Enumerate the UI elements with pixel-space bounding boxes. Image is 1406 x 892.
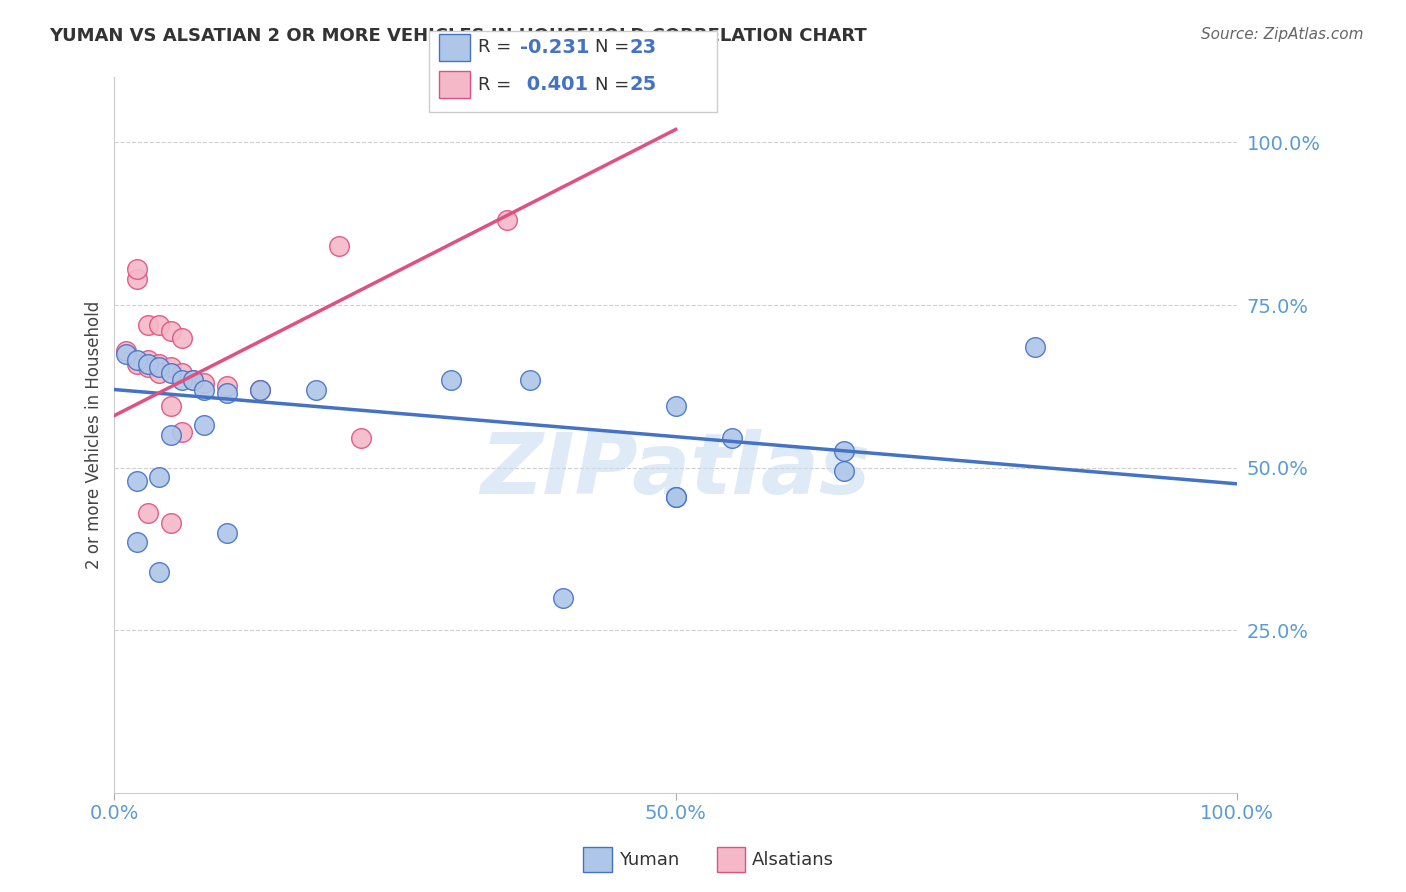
Point — [1024, 340, 1046, 354]
Point — [215, 525, 238, 540]
Point — [159, 399, 181, 413]
Text: R =: R = — [478, 38, 517, 56]
Point — [170, 425, 193, 439]
Point — [148, 318, 170, 332]
Point — [181, 373, 204, 387]
Point — [148, 359, 170, 374]
Point — [193, 376, 215, 390]
Point — [170, 330, 193, 344]
Point — [136, 506, 159, 520]
Point — [125, 353, 148, 368]
Point — [114, 343, 136, 358]
Text: 25: 25 — [630, 75, 657, 95]
Point — [193, 383, 215, 397]
Point — [125, 357, 148, 371]
Point — [720, 431, 742, 445]
Point — [350, 431, 373, 445]
Point — [159, 428, 181, 442]
Text: R =: R = — [478, 76, 517, 94]
Point — [148, 357, 170, 371]
Text: Source: ZipAtlas.com: Source: ZipAtlas.com — [1201, 27, 1364, 42]
Point — [519, 373, 541, 387]
Point — [215, 385, 238, 400]
Text: 0.401: 0.401 — [520, 75, 588, 95]
Point — [193, 418, 215, 433]
Point — [665, 490, 688, 504]
Text: Yuman: Yuman — [619, 851, 679, 869]
Text: N =: N = — [595, 76, 634, 94]
Point — [665, 490, 688, 504]
Point — [148, 470, 170, 484]
Point — [328, 239, 350, 253]
Point — [148, 565, 170, 579]
Point — [181, 373, 204, 387]
Point — [249, 383, 271, 397]
Point — [170, 373, 193, 387]
Point — [832, 444, 855, 458]
Point — [114, 347, 136, 361]
Point — [553, 591, 575, 605]
Text: -0.231: -0.231 — [520, 37, 589, 57]
Point — [159, 359, 181, 374]
Point — [125, 272, 148, 286]
Text: ZIPatlas: ZIPatlas — [481, 429, 870, 512]
Point — [136, 359, 159, 374]
Point — [125, 262, 148, 277]
Point — [125, 474, 148, 488]
Text: N =: N = — [595, 38, 634, 56]
Text: YUMAN VS ALSATIAN 2 OR MORE VEHICLES IN HOUSEHOLD CORRELATION CHART: YUMAN VS ALSATIAN 2 OR MORE VEHICLES IN … — [49, 27, 868, 45]
Point — [440, 373, 463, 387]
Point — [249, 383, 271, 397]
Point — [159, 516, 181, 530]
Point — [832, 464, 855, 478]
Point — [159, 324, 181, 338]
Y-axis label: 2 or more Vehicles in Household: 2 or more Vehicles in Household — [86, 301, 103, 569]
Text: Alsatians: Alsatians — [752, 851, 834, 869]
Point — [136, 318, 159, 332]
Point — [159, 366, 181, 380]
Text: 23: 23 — [630, 37, 657, 57]
Point — [305, 383, 328, 397]
Point — [148, 366, 170, 380]
Point — [496, 213, 519, 227]
Point — [136, 353, 159, 368]
Point — [136, 357, 159, 371]
Point — [215, 379, 238, 393]
Point — [665, 399, 688, 413]
Point — [125, 535, 148, 549]
Point — [170, 366, 193, 380]
